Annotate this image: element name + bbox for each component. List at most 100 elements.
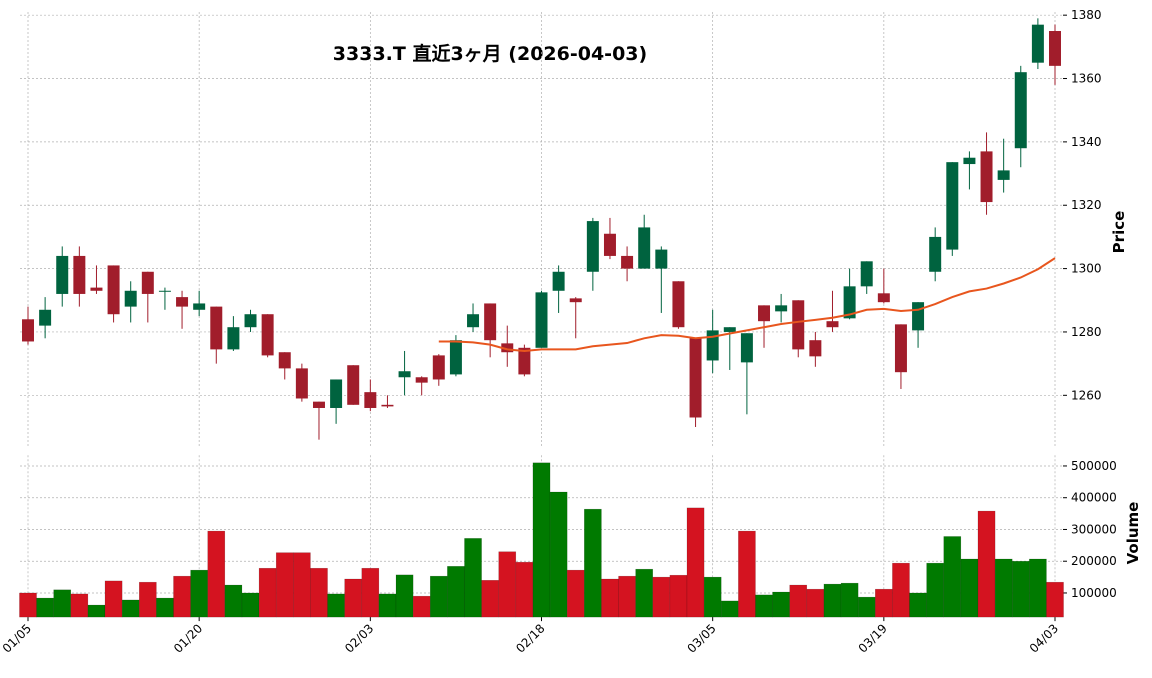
volume-bar: [618, 575, 636, 618]
candle-body: [603, 233, 616, 256]
y-tick-label: 1340: [1071, 135, 1102, 149]
y-tick-label: 1380: [1071, 8, 1102, 22]
volume-bar: [840, 582, 859, 618]
candle-body: [535, 292, 548, 348]
volume-bar: [720, 600, 739, 618]
volume-bar: [1046, 581, 1064, 618]
moving-average-line: [438, 257, 1056, 352]
candle-body: [312, 401, 325, 408]
y2-tick-label: 500000: [1071, 459, 1117, 473]
candle-body: [141, 271, 154, 294]
volume-bar: [87, 604, 106, 618]
y-tick-label: 1320: [1071, 198, 1102, 212]
candle-body: [758, 305, 771, 322]
volume-bar: [669, 574, 688, 618]
volume-bar: [738, 530, 756, 618]
volume-bar: [703, 576, 722, 618]
volume-bar: [566, 569, 585, 618]
candle-body: [894, 324, 907, 373]
volume-bar: [977, 510, 996, 618]
candle-body: [1031, 24, 1044, 63]
volume-bar: [857, 596, 876, 618]
candle-body: [467, 314, 480, 328]
volume-bar: [361, 567, 380, 618]
candle-body: [586, 221, 599, 272]
volume-bar: [412, 595, 431, 618]
x-tick-label: 01/20: [171, 621, 205, 655]
volume-bar: [584, 508, 602, 618]
candle-body: [381, 404, 394, 407]
volume-bar: [532, 462, 551, 618]
volume-bar: [207, 530, 226, 618]
x-tick-label: 03/19: [856, 621, 890, 655]
candle-body: [792, 300, 805, 350]
candle-body: [843, 286, 856, 319]
volume-bar: [1029, 558, 1047, 618]
x-tick-label: 01/05: [0, 621, 34, 655]
volume-bar: [378, 593, 397, 618]
candle-body: [501, 343, 514, 353]
volume-bar: [156, 597, 174, 618]
candle-body: [330, 379, 343, 408]
volume-bar: [549, 491, 568, 618]
candle-body: [227, 327, 240, 350]
candle-body: [432, 355, 445, 380]
volume-bar: [772, 591, 790, 618]
volume-bar: [806, 588, 825, 618]
candle-body: [980, 151, 993, 203]
volume-bar: [139, 581, 157, 618]
candle-body: [1014, 72, 1027, 149]
volume-bar: [652, 576, 671, 618]
volume-bar: [635, 568, 654, 618]
y2-axis-label: Volume: [1124, 502, 1142, 565]
candle-body: [107, 265, 120, 315]
volume-bar: [686, 507, 705, 618]
candle-body: [689, 338, 702, 418]
volume-bar: [429, 575, 448, 618]
volume-bar: [755, 594, 773, 618]
y-tick-label: 1360: [1071, 72, 1102, 86]
candle-body: [176, 297, 189, 307]
candle-body: [158, 290, 171, 292]
volume-bar: [875, 588, 893, 618]
volume-bar: [447, 566, 465, 618]
volume-bar: [601, 578, 619, 618]
candle-body: [706, 330, 719, 361]
candle-body: [261, 314, 274, 356]
volume-bar: [190, 569, 208, 618]
candle-body: [723, 327, 736, 332]
candle-body: [569, 298, 582, 303]
chart-title: 3333.T 直近3ヶ月 (2026-04-03): [333, 42, 647, 65]
volume-bar: [241, 592, 260, 618]
volume-bar: [327, 593, 345, 618]
candle-body: [638, 227, 651, 269]
volume-bar: [121, 599, 140, 618]
y-tick-label: 1280: [1071, 325, 1102, 339]
candle-body: [621, 255, 634, 269]
x-tick-label: 03/05: [684, 621, 718, 655]
candle-body: [860, 261, 873, 287]
candle-body: [484, 303, 497, 341]
volume-bar: [994, 558, 1013, 618]
candle-body: [826, 321, 839, 328]
candle-body: [415, 377, 428, 383]
y2-tick-label: 400000: [1071, 491, 1117, 505]
volume-bar: [464, 538, 482, 618]
candle-body: [39, 309, 52, 326]
candle-body: [740, 333, 753, 363]
candle-body: [997, 170, 1010, 180]
candle-body: [244, 314, 257, 328]
volume-bar: [275, 552, 294, 618]
candle-body: [809, 340, 822, 357]
candle-body: [672, 281, 685, 328]
candle-body: [90, 287, 103, 291]
volume-bar: [344, 578, 363, 618]
volume-bar: [224, 584, 243, 618]
y2-tick-label: 100000: [1071, 586, 1117, 600]
y-axis-label: Price: [1110, 211, 1128, 254]
volume-bar: [481, 580, 499, 618]
candle-body: [1049, 31, 1061, 66]
volume-bar: [909, 592, 927, 618]
candle-body: [295, 368, 308, 399]
